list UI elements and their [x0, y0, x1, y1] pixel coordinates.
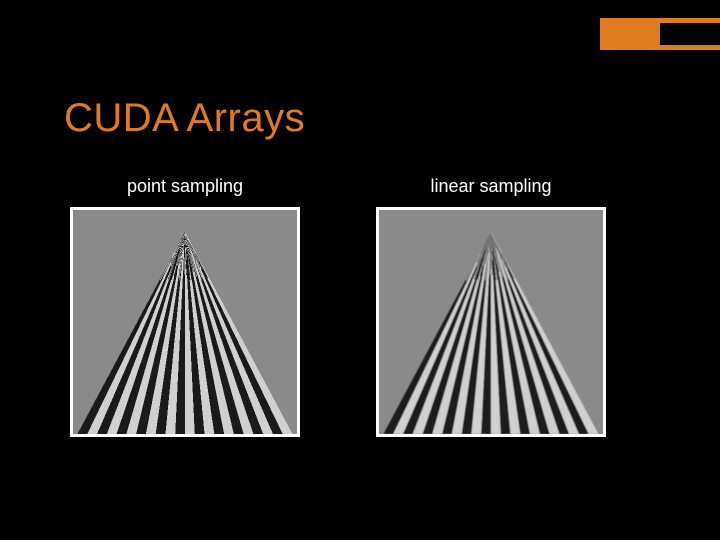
slide-title: CUDA Arrays: [64, 96, 305, 141]
corner-inner: [658, 23, 720, 45]
thumb-point: [70, 207, 300, 437]
figures-row: point sampling linear sampling: [70, 176, 606, 437]
thumb-linear: [376, 207, 606, 437]
caption-linear: linear sampling: [430, 176, 551, 197]
corner-decoration: [600, 18, 720, 50]
stripes-point-icon: [73, 210, 297, 434]
figure-point-sampling: point sampling: [70, 176, 300, 437]
caption-point: point sampling: [127, 176, 243, 197]
figure-linear-sampling: linear sampling: [376, 176, 606, 437]
stripes-linear-icon: [379, 210, 603, 434]
